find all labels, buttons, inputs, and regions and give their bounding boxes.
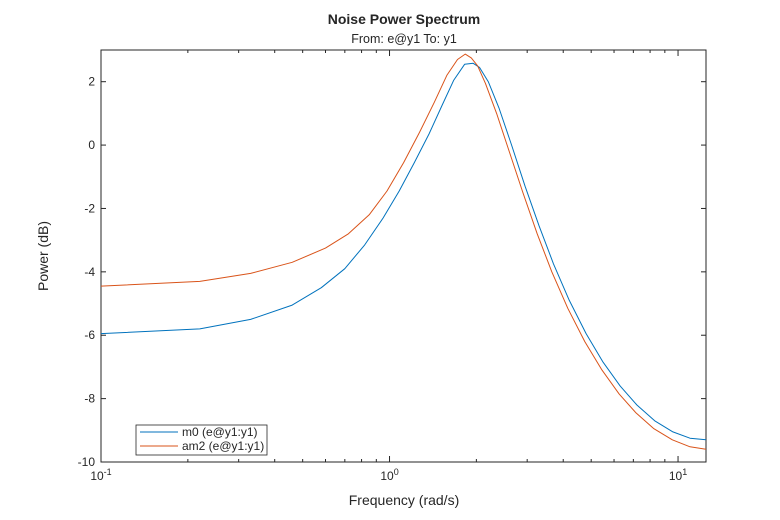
y-axis-label: Power (dB) bbox=[35, 221, 51, 291]
y-tick-label: -8 bbox=[84, 392, 95, 406]
x-tick-base: 10 bbox=[669, 469, 683, 483]
y-tick-label: -10 bbox=[78, 455, 96, 469]
x-tick-label: 101 bbox=[669, 467, 687, 483]
series-lines bbox=[101, 53, 706, 450]
chart-subtitle: From: e@y1 To: y1 bbox=[351, 32, 457, 46]
x-tick-exponent: 1 bbox=[682, 467, 687, 477]
x-axis-label: Frequency (rad/s) bbox=[349, 492, 459, 508]
plot-area bbox=[100, 49, 707, 463]
y-tick-label: -6 bbox=[84, 328, 95, 342]
x-tick-exponent: -1 bbox=[104, 467, 112, 477]
y-tick-label: -2 bbox=[84, 201, 95, 215]
x-tick-base: 10 bbox=[380, 469, 394, 483]
x-axis-ticks: 10-1 100 101 bbox=[90, 50, 687, 483]
legend-entry-am2: am2 (e@y1:y1) bbox=[182, 439, 264, 453]
x-tick-exponent: 0 bbox=[394, 467, 399, 477]
legend-box bbox=[135, 424, 268, 456]
legend-entry-m0: m0 (e@y1:y1) bbox=[182, 425, 258, 439]
y-axis-ticks: 2 0 -2 -4 -6 -8 -10 bbox=[78, 75, 706, 469]
x-tick-base: 10 bbox=[90, 469, 104, 483]
y-tick-label: -4 bbox=[84, 265, 95, 279]
legend: m0 (e@y1:y1) am2 (e@y1:y1) bbox=[135, 424, 268, 456]
x-tick-label: 10-1 bbox=[90, 467, 111, 483]
y-tick-label: 2 bbox=[88, 75, 95, 89]
y-tick-label: 0 bbox=[88, 138, 95, 152]
x-tick-label: 100 bbox=[380, 467, 398, 483]
chart-title: Noise Power Spectrum bbox=[328, 11, 481, 27]
series-line-am2 bbox=[101, 53, 706, 450]
series-line-m0 bbox=[101, 62, 706, 441]
